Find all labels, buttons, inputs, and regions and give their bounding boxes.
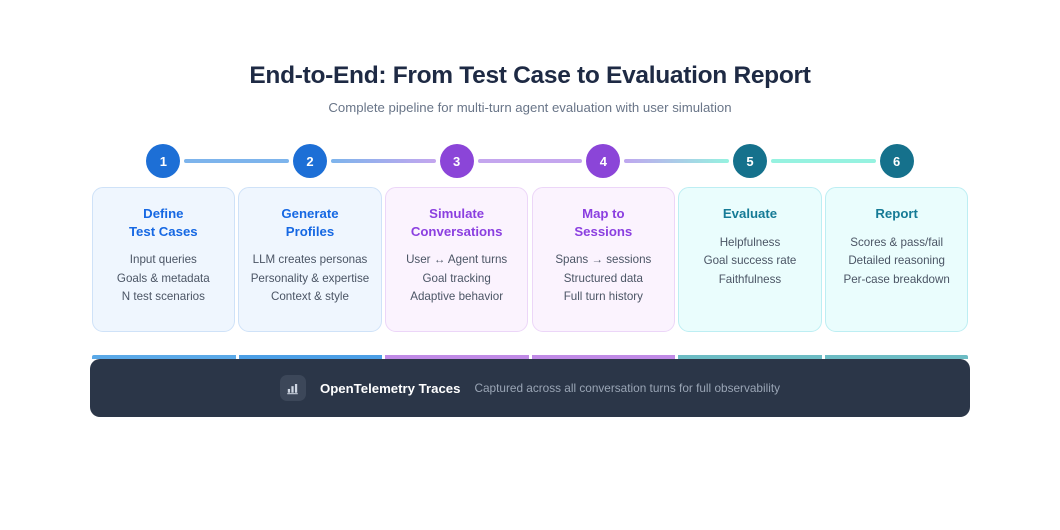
accent-segment-2 xyxy=(238,355,382,359)
pipeline-card-item: Faithfulness xyxy=(718,272,782,286)
bar-chart-icon xyxy=(279,375,306,401)
pipeline-card-title: Define Test Cases xyxy=(128,206,198,239)
telemetry-banner: OpenTelemetry Traces Captured across all… xyxy=(90,359,970,417)
pipeline-card-5[interactable]: Evaluate Helpfulness Goal success rate Fait… xyxy=(678,187,822,332)
step-node-1[interactable]: 1 xyxy=(146,144,181,178)
pipeline-card-4[interactable]: Map to Sessions Spans → sessions Structure… xyxy=(531,187,676,332)
pipeline-card-item: Spans → sessions xyxy=(555,253,652,266)
pipeline-card-item: User ↔ Agent turns xyxy=(406,253,508,266)
step-node-2[interactable]: 2 xyxy=(293,144,327,178)
pipeline-card-item: Adaptive behavior xyxy=(410,290,504,303)
pipeline-card-item: Goal tracking xyxy=(422,271,491,285)
pipeline-card-item: Goals & metadata xyxy=(116,271,210,285)
pipeline-card-item: LLM creates personas xyxy=(252,253,368,266)
pipeline-card-6[interactable]: Report Scores & pass/fail Detailed reasoni… xyxy=(824,187,969,332)
pipeline-card-item: Personality & expertise xyxy=(250,271,370,285)
step-connector-4 xyxy=(624,159,729,163)
pipeline-card-title: Report xyxy=(875,206,918,221)
accent-segment-1 xyxy=(92,355,236,359)
pipeline-card-3[interactable]: Simulate Conversations User ↔ Agent turns… xyxy=(384,187,529,332)
pipeline-card-title: Generate Profiles xyxy=(281,206,339,239)
step-connector-2 xyxy=(331,159,436,163)
accent-segment-4 xyxy=(531,355,675,359)
accent-strip xyxy=(92,355,968,359)
pipeline-card-item: Context & style xyxy=(270,290,349,303)
pipeline-card-item: Detailed reasoning xyxy=(848,254,945,267)
pipeline-card-item: Full turn history xyxy=(563,290,643,303)
step-connector-3 xyxy=(477,159,583,163)
pipeline-card-item: Input queries xyxy=(129,253,197,266)
accent-segment-5 xyxy=(678,355,822,359)
pipeline-card-title: Evaluate xyxy=(722,206,778,221)
step-node-3[interactable]: 3 xyxy=(439,144,474,178)
telemetry-banner-description: Captured across all conversation turns f… xyxy=(474,381,781,395)
step-node-5[interactable]: 5 xyxy=(733,144,767,178)
header: End-to-End: From Test Case to Evaluation… xyxy=(0,62,1060,115)
pipeline-card-item: Goal success rate xyxy=(703,254,797,267)
pipeline-stepper: 1 2 3 4 5 6 xyxy=(90,144,970,178)
page-title: End-to-End: From Test Case to Evaluation… xyxy=(249,62,811,89)
pipeline-card-2[interactable]: Generate Profiles LLM creates personas Per… xyxy=(238,187,382,332)
telemetry-banner-content: OpenTelemetry Traces Captured across all… xyxy=(279,375,781,401)
pipeline-card-title: Simulate Conversations xyxy=(410,206,503,239)
pipeline-card-item: Structured data xyxy=(563,271,643,285)
pipeline-card-item: Scores & pass/fail xyxy=(850,235,944,249)
pipeline-card-1[interactable]: Define Test Cases Input queries Goals & me… xyxy=(91,187,236,332)
telemetry-banner-label: OpenTelemetry Traces xyxy=(319,380,461,396)
pipeline-card-item: N test scenarios xyxy=(121,290,205,303)
pipeline-card-item: Per-case breakdown xyxy=(843,272,950,286)
accent-segment-3 xyxy=(385,355,529,359)
accent-segment-6 xyxy=(824,355,968,359)
pipeline-card-item: Helpfulness xyxy=(719,235,781,249)
page-subtitle: Complete pipeline for multi-turn agent e… xyxy=(328,100,732,115)
pipeline-cards: Define Test Cases Input queries Goals & me… xyxy=(90,187,970,332)
step-node-6[interactable]: 6 xyxy=(879,144,914,178)
step-connector-1 xyxy=(184,159,289,163)
step-node-4[interactable]: 4 xyxy=(586,144,621,178)
step-connector-5 xyxy=(771,159,876,163)
pipeline-card-title: Map to Sessions xyxy=(574,206,633,239)
